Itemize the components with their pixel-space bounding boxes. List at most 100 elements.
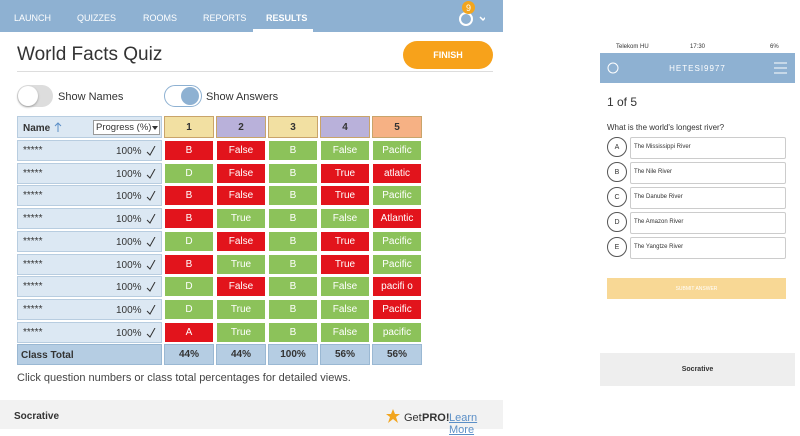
answer-cell: B (164, 140, 214, 161)
student-name: ***** (23, 235, 43, 247)
learn-more-link[interactable]: Learn More (449, 412, 478, 436)
answer-cell: False (216, 185, 266, 207)
progress: 100% (116, 146, 142, 157)
answer-option[interactable]: The Nile River (630, 162, 786, 184)
nav-item[interactable]: REPORTS (203, 13, 247, 23)
option-letter[interactable]: D (607, 212, 627, 232)
hint-text: Click question numbers or class total pe… (17, 372, 351, 384)
progress: 100% (116, 214, 142, 226)
toggle-label: Show Names (58, 91, 124, 103)
class-total[interactable]: 44% (216, 344, 266, 366)
answer-cell: B (164, 185, 214, 207)
star-icon (386, 409, 400, 423)
class-total[interactable]: 44% (164, 344, 214, 366)
finish-button[interactable]: FINISH (403, 41, 493, 69)
student-name: ***** (23, 190, 43, 202)
total-label: Class Total (21, 350, 74, 362)
check-icon (146, 214, 156, 224)
show-answers-toggle[interactable] (164, 85, 202, 107)
answer-cell: B (268, 276, 318, 298)
answer-cell: False (320, 276, 370, 298)
answer-cell: Pacific (372, 298, 422, 320)
logo-icon (607, 62, 619, 74)
answer-cell: A (164, 321, 214, 343)
nav-item[interactable]: LAUNCH (14, 13, 52, 23)
answer-cell: True (320, 253, 370, 275)
question-header[interactable]: 3 (268, 116, 318, 138)
answer-cell: B (268, 321, 318, 343)
check-icon (146, 146, 156, 156)
check-icon (146, 304, 156, 315)
show-names-toggle[interactable] (17, 85, 53, 107)
answer-option[interactable]: The Mississippi River (630, 137, 786, 159)
answer-cell: True (320, 162, 370, 184)
check-icon (146, 191, 156, 202)
answer-cell: B (268, 298, 318, 320)
submit-button[interactable]: SUBMIT ANSWER (607, 278, 786, 299)
account-menu[interactable]: 9 (455, 1, 485, 27)
student-cell: ***** 100% (17, 253, 162, 275)
progress-dropdown[interactable]: Progress (%) (93, 120, 160, 135)
option-text: The Danube River (634, 194, 683, 200)
name-header-text[interactable]: Name (23, 123, 51, 134)
student-cell: ***** 100% (17, 298, 162, 320)
dropdown-arrow (152, 126, 158, 130)
answer-cell: True (216, 298, 266, 320)
quiz-title: World Facts Quiz (17, 44, 163, 65)
answer-cell: True (216, 253, 266, 275)
answer-cell: True (320, 185, 370, 207)
answer-option[interactable]: The Amazon River (630, 212, 786, 234)
progress: 100% (116, 168, 142, 180)
student-cell: ***** 100% (17, 276, 162, 298)
answer-cell: Pacific (372, 140, 422, 161)
answer-cell: B (268, 140, 318, 161)
option-letter[interactable]: E (607, 237, 627, 257)
option-letter[interactable]: C (607, 187, 627, 207)
answer-cell: Pacific (372, 230, 422, 252)
answer-cell: True (216, 321, 266, 343)
student-name: ***** (23, 303, 43, 315)
check-icon (146, 168, 156, 179)
answer-cell: Atlantic (372, 208, 422, 230)
nav-item[interactable]: RESULTS (266, 13, 308, 23)
question-header[interactable]: 1 (164, 116, 214, 138)
answer-option[interactable]: The Yangtze River (630, 237, 786, 259)
student-name: ***** (23, 281, 43, 293)
student-name: ***** (23, 167, 43, 179)
answer-cell: False (216, 230, 266, 252)
progress: 100% (116, 304, 142, 316)
answer-option[interactable]: The Danube River (630, 187, 786, 209)
option-letter[interactable]: B (607, 162, 627, 182)
answer-cell: Pacific (372, 185, 422, 207)
answer-cell: True (320, 230, 370, 252)
answer-cell: pacifi o (372, 276, 422, 298)
question-header[interactable]: 2 (216, 116, 266, 138)
option-text: The Nile River (634, 169, 673, 175)
answer-cell: B (268, 253, 318, 275)
question-header[interactable]: 4 (320, 116, 370, 138)
check-icon (146, 259, 156, 270)
class-total[interactable]: 100% (268, 344, 318, 366)
answer-cell: B (164, 208, 214, 230)
active-underline (253, 29, 313, 32)
answer-cell: True (216, 208, 266, 230)
answer-cell: False (320, 208, 370, 230)
option-letter[interactable]: A (607, 137, 627, 157)
nav-item[interactable]: QUIZZES (77, 13, 117, 23)
nav-item[interactable]: ROOMS (143, 13, 178, 23)
results-panel: 9 LAUNCH QUIZZES ROOMS REPORTS RESULTS World… (0, 0, 503, 436)
student-cell: ***** 100% (17, 321, 162, 343)
clock: 17:30 (690, 44, 706, 50)
phone-brand: Socrative (600, 353, 795, 386)
answer-cell: D (164, 298, 214, 320)
question-header[interactable]: 5 (372, 116, 422, 138)
student-cell: ***** 100% (17, 230, 162, 252)
class-total[interactable]: 56% (320, 344, 370, 366)
option-text: The Mississippi River (634, 144, 691, 150)
class-total[interactable]: 56% (372, 344, 422, 366)
progress: 100% (116, 327, 142, 339)
answer-cell: D (164, 276, 214, 298)
battery: 6% (770, 44, 779, 50)
menu-icon[interactable] (774, 62, 787, 74)
